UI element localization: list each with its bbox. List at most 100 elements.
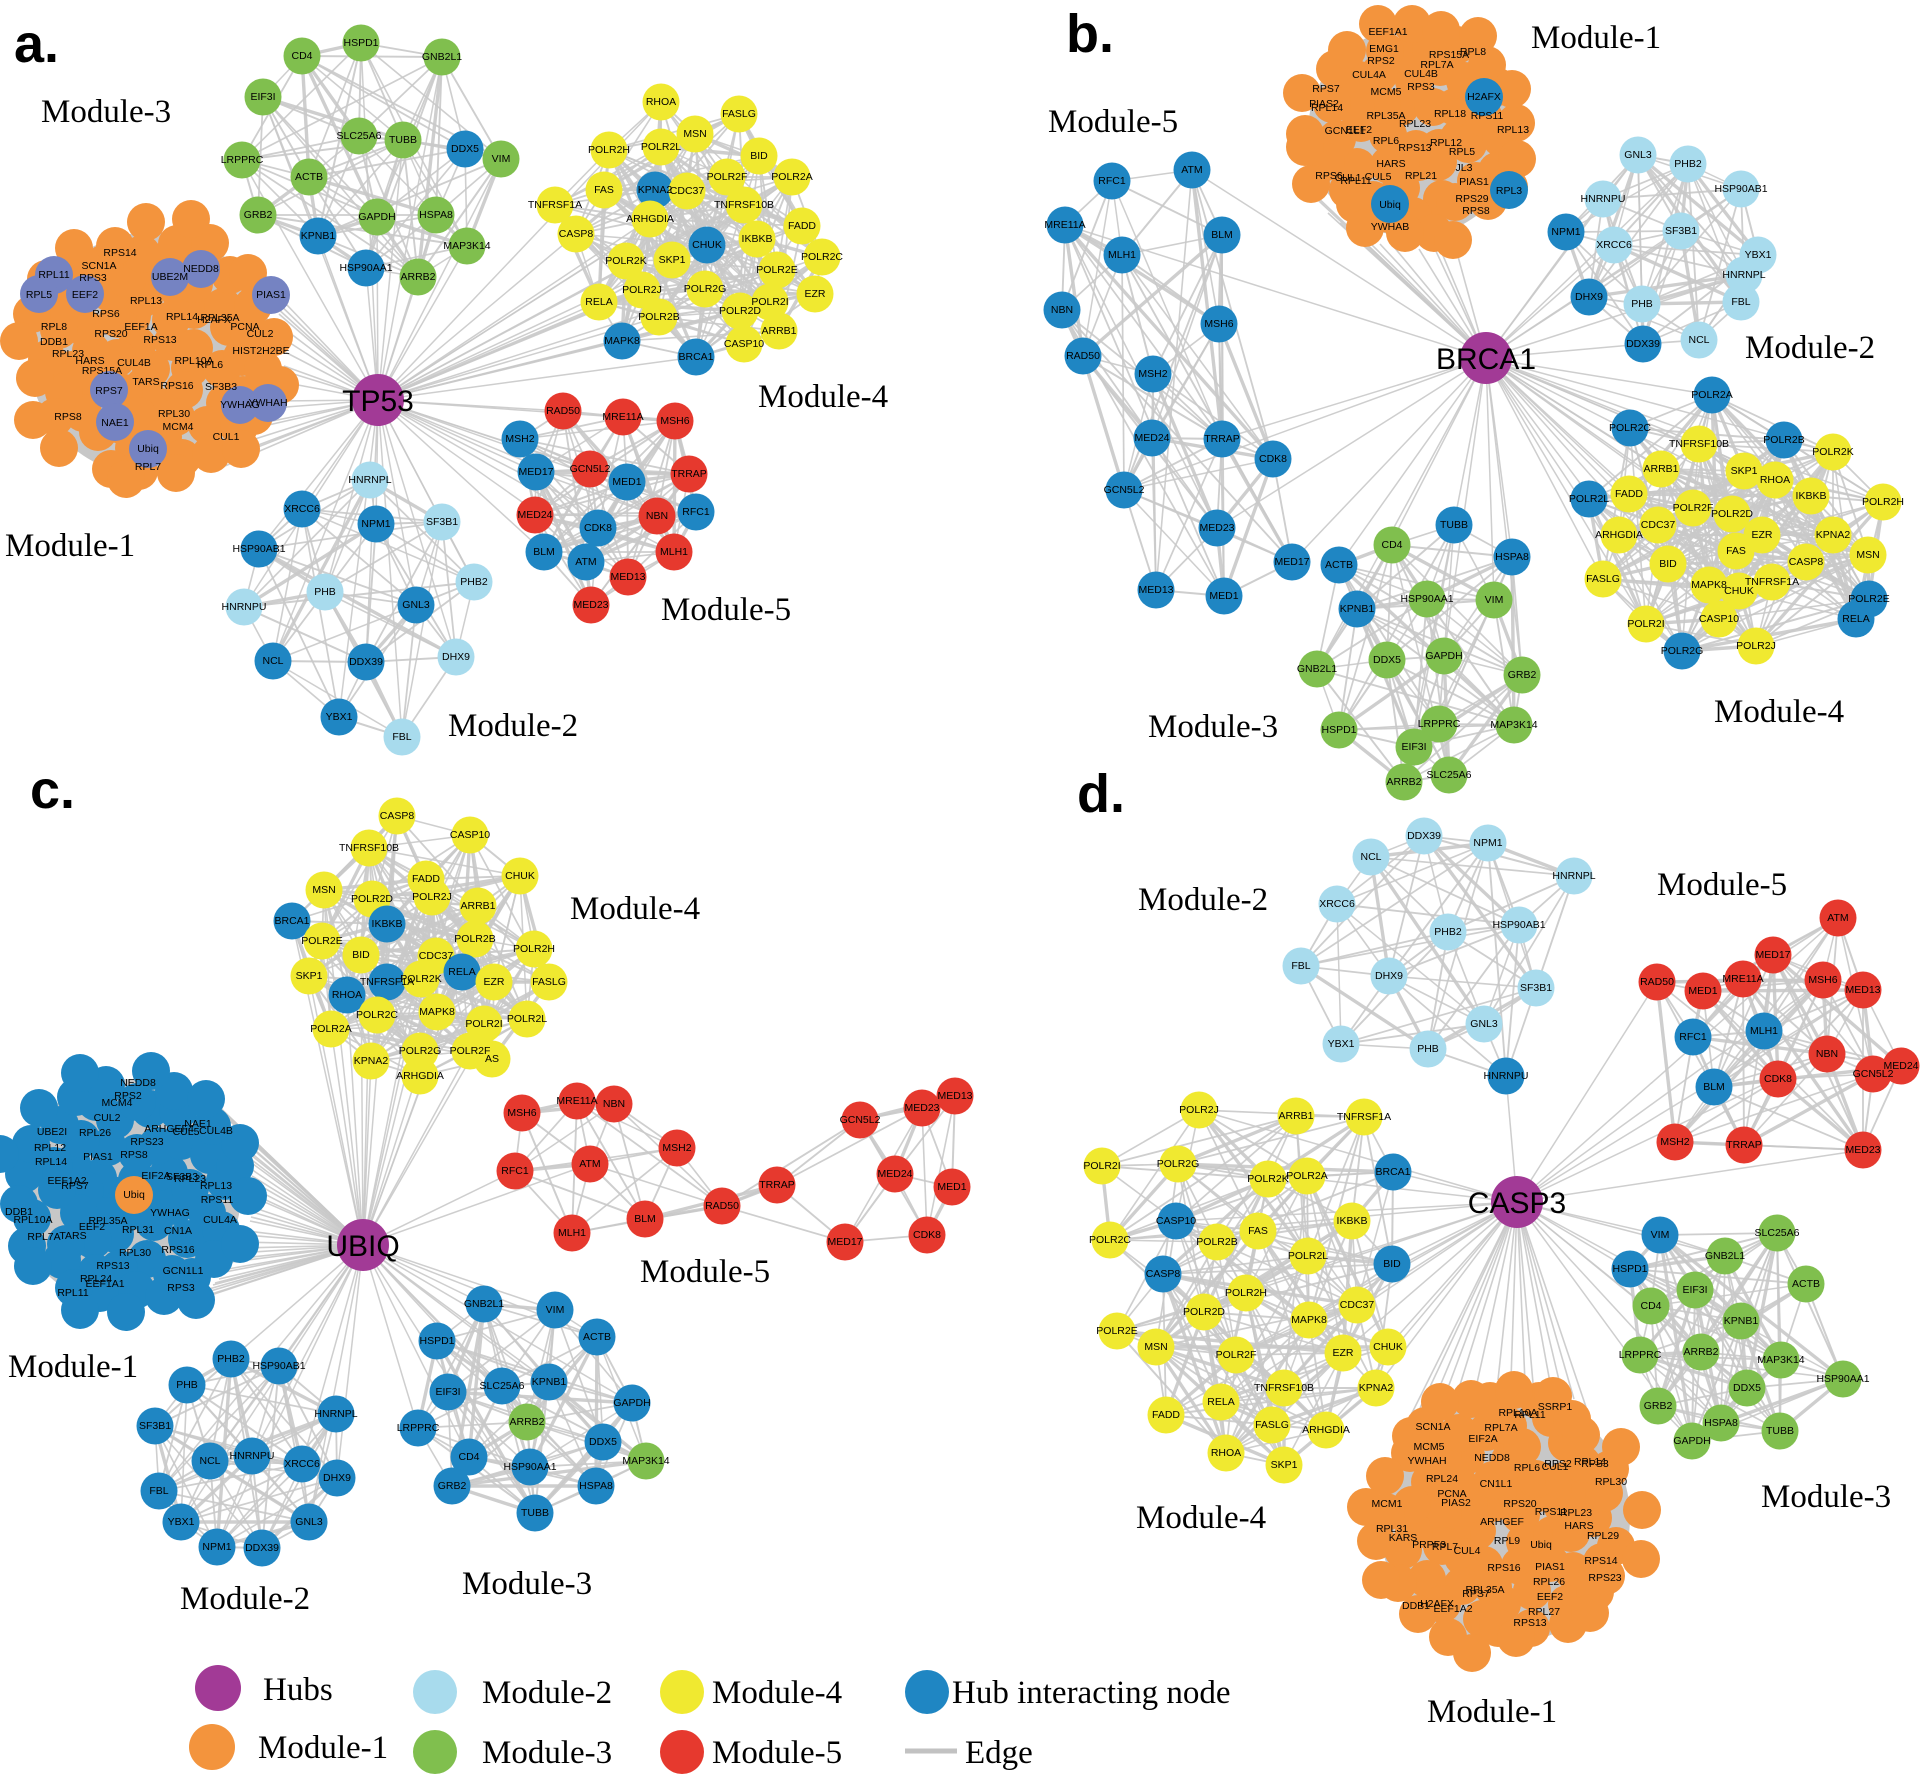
svg-text:Module-4: Module-4 xyxy=(712,1675,842,1711)
svg-text:Module-5: Module-5 xyxy=(712,1735,842,1771)
svg-text:MED17: MED17 xyxy=(1274,556,1309,568)
svg-text:POLR2G: POLR2G xyxy=(1157,1158,1200,1170)
svg-text:NCL: NCL xyxy=(262,655,283,667)
svg-text:RPL7A: RPL7A xyxy=(1484,1422,1517,1434)
svg-text:MLH1: MLH1 xyxy=(660,546,688,558)
svg-text:EEF1A: EEF1A xyxy=(124,321,157,333)
svg-text:DDB1: DDB1 xyxy=(1402,1600,1430,1612)
svg-text:VIM: VIM xyxy=(1485,594,1504,606)
svg-text:H2AFX: H2AFX xyxy=(197,314,231,326)
svg-text:SKP1: SKP1 xyxy=(296,970,323,982)
svg-text:VIM: VIM xyxy=(492,153,511,165)
svg-text:PIAS1: PIAS1 xyxy=(1535,1561,1565,1573)
svg-text:RPL11: RPL11 xyxy=(1340,175,1371,187)
svg-text:MED23: MED23 xyxy=(573,599,608,611)
svg-text:IKBKB: IKBKB xyxy=(742,233,773,245)
svg-text:RELA: RELA xyxy=(585,296,612,308)
svg-text:MSN: MSN xyxy=(1144,1341,1167,1353)
svg-text:RFC1: RFC1 xyxy=(682,506,710,518)
svg-text:JL3: JL3 xyxy=(1456,162,1473,174)
svg-text:RPL10A: RPL10A xyxy=(1498,1407,1537,1419)
svg-text:POLR2B: POLR2B xyxy=(638,311,679,323)
svg-text:MCM5: MCM5 xyxy=(1414,1441,1445,1453)
svg-text:AS: AS xyxy=(485,1053,499,1065)
svg-text:RFC1: RFC1 xyxy=(1098,175,1126,187)
svg-text:DDX5: DDX5 xyxy=(451,143,479,155)
svg-text:GNL3: GNL3 xyxy=(402,599,430,611)
svg-text:RPS2: RPS2 xyxy=(1544,1458,1572,1470)
svg-text:FASLG: FASLG xyxy=(532,976,566,988)
svg-text:MCM5: MCM5 xyxy=(1371,86,1402,98)
svg-text:NBN: NBN xyxy=(646,510,668,522)
svg-text:FASLG: FASLG xyxy=(722,108,756,120)
svg-text:RPS23: RPS23 xyxy=(130,1136,163,1148)
svg-text:GAPDH: GAPDH xyxy=(1425,650,1462,662)
svg-text:HNRNPL: HNRNPL xyxy=(1722,269,1765,281)
svg-text:CUL4A: CUL4A xyxy=(203,1214,237,1226)
svg-text:RPS3: RPS3 xyxy=(79,272,107,284)
svg-text:IKBKB: IKBKB xyxy=(1796,490,1827,502)
svg-text:RPL35A: RPL35A xyxy=(200,312,239,324)
svg-text:RPL26: RPL26 xyxy=(79,1127,111,1139)
svg-text:RPS29: RPS29 xyxy=(1455,193,1488,205)
svg-text:POLR2E: POLR2E xyxy=(756,264,797,276)
svg-text:HSPD1: HSPD1 xyxy=(1321,724,1356,736)
svg-text:NCL: NCL xyxy=(1360,851,1381,863)
svg-text:GRB2: GRB2 xyxy=(438,1480,467,1492)
svg-text:RPS15A: RPS15A xyxy=(82,365,122,377)
svg-text:XRCC6: XRCC6 xyxy=(1596,239,1632,251)
svg-text:RPL10A: RPL10A xyxy=(174,355,213,367)
svg-text:Module-4: Module-4 xyxy=(570,891,700,927)
svg-text:MLH1: MLH1 xyxy=(558,1227,586,1239)
svg-text:RPS23: RPS23 xyxy=(1588,1572,1621,1584)
svg-text:KPNB1: KPNB1 xyxy=(1724,1315,1759,1327)
svg-text:FBL: FBL xyxy=(149,1485,168,1497)
svg-text:RHOA: RHOA xyxy=(1211,1447,1241,1459)
svg-text:POLR2K: POLR2K xyxy=(605,255,646,267)
svg-text:TRRAP: TRRAP xyxy=(671,468,707,480)
svg-text:TRRAP: TRRAP xyxy=(759,1179,795,1191)
svg-text:ATM: ATM xyxy=(579,1158,600,1170)
svg-text:RPS16: RPS16 xyxy=(1487,1562,1520,1574)
svg-text:BLM: BLM xyxy=(533,546,555,558)
svg-text:Module-3: Module-3 xyxy=(1148,709,1278,745)
svg-text:RPL6: RPL6 xyxy=(197,359,223,371)
svg-text:XRCC6: XRCC6 xyxy=(284,1458,320,1470)
svg-text:PHB2: PHB2 xyxy=(460,576,488,588)
svg-text:FBL: FBL xyxy=(1291,960,1310,972)
svg-text:POLR2F: POLR2F xyxy=(450,1045,491,1057)
svg-text:HSPA8: HSPA8 xyxy=(419,209,453,221)
svg-text:RPL30: RPL30 xyxy=(119,1247,151,1259)
svg-text:MRE11A: MRE11A xyxy=(556,1095,597,1107)
svg-text:Module-3: Module-3 xyxy=(1761,1479,1891,1515)
svg-text:HSP90AA1: HSP90AA1 xyxy=(1400,593,1453,605)
svg-text:CASP10: CASP10 xyxy=(1156,1215,1196,1227)
svg-text:TNFRSF10B: TNFRSF10B xyxy=(1254,1382,1314,1394)
svg-text:CUL5: CUL5 xyxy=(173,1126,200,1138)
svg-text:DDX5: DDX5 xyxy=(1733,1382,1761,1394)
svg-text:POLR2L: POLR2L xyxy=(1569,493,1609,505)
svg-text:RPL35A: RPL35A xyxy=(1366,110,1405,122)
svg-text:IKBKB: IKBKB xyxy=(372,918,403,930)
svg-text:CASP10: CASP10 xyxy=(1699,613,1739,625)
svg-text:MED24: MED24 xyxy=(877,1168,912,1180)
svg-text:EEF1A2: EEF1A2 xyxy=(47,1175,86,1187)
svg-text:YWHAH: YWHAH xyxy=(248,397,287,409)
svg-text:ARRB2: ARRB2 xyxy=(509,1416,544,1428)
svg-text:RPL10A: RPL10A xyxy=(13,1214,52,1226)
svg-text:MRE11A: MRE11A xyxy=(602,411,643,423)
svg-text:FAS: FAS xyxy=(1248,1225,1268,1237)
svg-text:TNFRSF1A: TNFRSF1A xyxy=(528,199,582,211)
svg-text:DDB1: DDB1 xyxy=(40,336,68,348)
svg-text:RHOA: RHOA xyxy=(646,96,676,108)
svg-text:POLR2F: POLR2F xyxy=(1216,1349,1257,1361)
svg-text:GNB2L1: GNB2L1 xyxy=(1297,663,1337,675)
svg-text:NPM1: NPM1 xyxy=(1473,837,1502,849)
svg-text:EEF2: EEF2 xyxy=(72,289,98,301)
svg-text:POLR2B: POLR2B xyxy=(1196,1236,1237,1248)
svg-text:POLR2K: POLR2K xyxy=(400,973,441,985)
svg-text:CHUK: CHUK xyxy=(505,870,535,882)
svg-text:CASP10: CASP10 xyxy=(450,829,490,841)
svg-text:RHOA: RHOA xyxy=(332,989,362,1001)
svg-text:EIF2A: EIF2A xyxy=(141,1170,170,1182)
